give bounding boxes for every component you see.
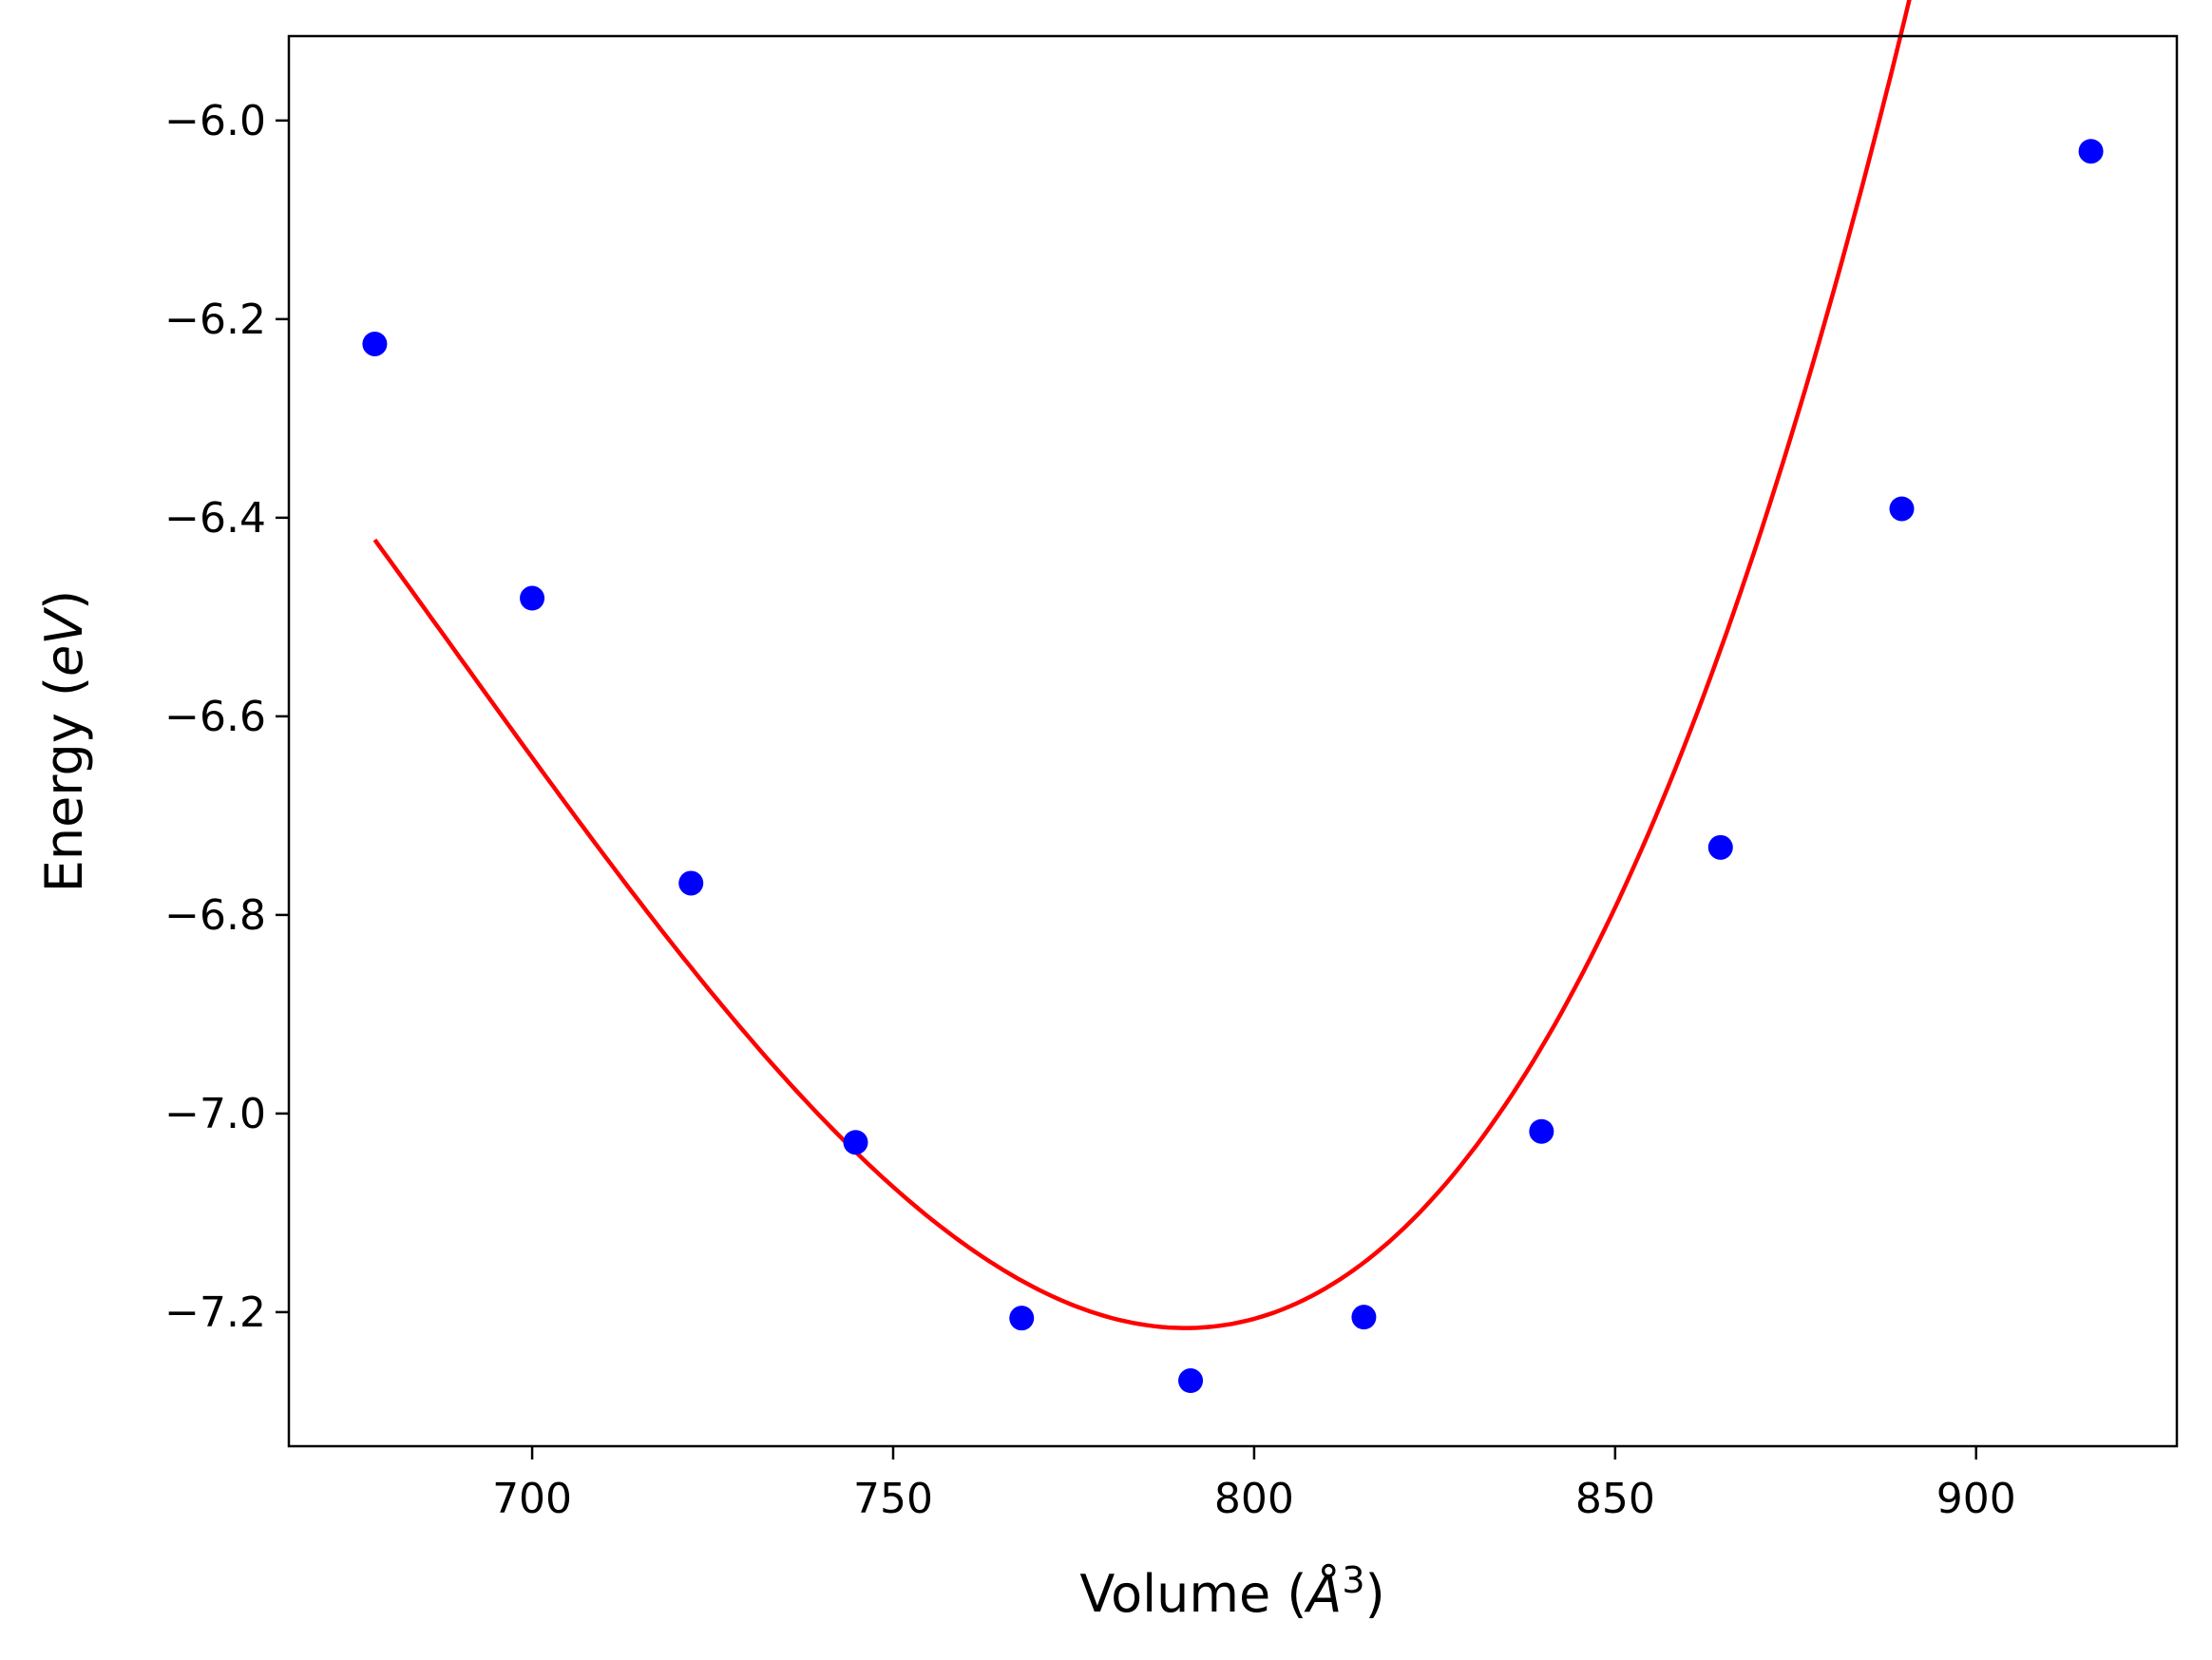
x-tick-label: 800 xyxy=(1214,1475,1294,1523)
data-point xyxy=(1708,835,1733,860)
y-tick-label: −6.2 xyxy=(164,296,266,344)
y-tick-label: −6.0 xyxy=(164,97,266,145)
data-point xyxy=(1351,1305,1376,1329)
data-point xyxy=(362,332,387,356)
y-tick-label: −7.0 xyxy=(164,1090,266,1138)
data-point xyxy=(2079,139,2104,163)
data-point xyxy=(1889,496,1914,521)
x-tick-label: 900 xyxy=(1936,1475,2016,1523)
y-tick-label: −6.8 xyxy=(164,891,266,940)
x-tick-label: 850 xyxy=(1575,1475,1655,1523)
data-point xyxy=(1529,1119,1554,1144)
energy-volume-chart: 700 750 800 850 900 −6.0 −6.2 −6.4 −6.6 −6.8 −7.0… xyxy=(0,0,2212,1660)
data-point xyxy=(1178,1368,1203,1393)
plot-area-background xyxy=(289,36,2177,1446)
data-point xyxy=(843,1130,868,1154)
y-tick-label: −6.4 xyxy=(164,494,266,543)
y-tick-label: −6.6 xyxy=(164,693,266,741)
data-point xyxy=(1009,1306,1034,1330)
x-tick-label: 700 xyxy=(492,1475,572,1523)
x-axis-ticks: 700 750 800 850 900 xyxy=(492,1446,2016,1523)
x-axis-label: Volume (Å3) xyxy=(1079,1559,1384,1624)
data-point xyxy=(678,870,703,895)
y-axis-label: Energy (eV) xyxy=(34,590,94,893)
data-point xyxy=(520,586,544,611)
y-axis-ticks: −6.0 −6.2 −6.4 −6.6 −6.8 −7.0 −7.2 xyxy=(164,97,289,1337)
x-tick-label: 750 xyxy=(853,1475,933,1523)
y-tick-label: −7.2 xyxy=(164,1288,266,1337)
